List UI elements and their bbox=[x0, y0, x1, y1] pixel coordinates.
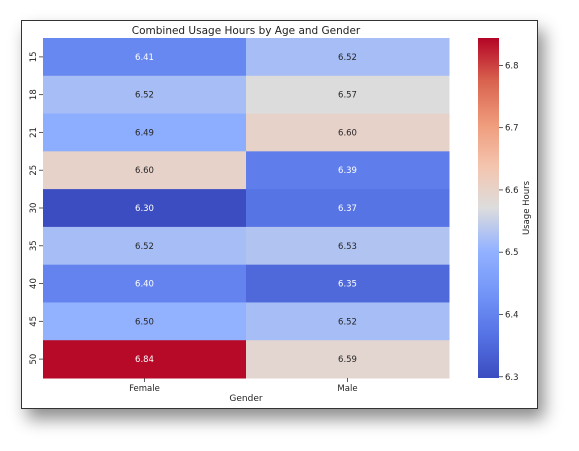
colorbar-tick-label: 6.6 bbox=[505, 186, 519, 196]
heatmap-cell bbox=[246, 302, 450, 341]
cell-value-label: 6.52 bbox=[135, 91, 154, 101]
heatmap-cell bbox=[246, 113, 450, 152]
heatmap-cell bbox=[43, 113, 247, 152]
heatmap-cell bbox=[43, 226, 247, 266]
cell-value-label: 6.37 bbox=[338, 204, 357, 214]
cell-value-label: 6.50 bbox=[135, 317, 154, 327]
heatmap-cell bbox=[43, 340, 247, 379]
colorbar-label: Usage Hours bbox=[522, 180, 532, 235]
colorbar-tick-label: 6.7 bbox=[505, 124, 519, 134]
heatmap-cell bbox=[246, 38, 450, 77]
cell-value-label: 6.30 bbox=[135, 204, 154, 214]
cell-value-label: 6.49 bbox=[135, 128, 154, 138]
heatmap-cell bbox=[43, 302, 247, 341]
colorbar-tick-label: 6.3 bbox=[505, 373, 519, 383]
cell-value-label: 6.40 bbox=[135, 280, 154, 290]
colorbar-tick-label: 6.4 bbox=[505, 310, 519, 320]
heatmap-cell bbox=[246, 189, 450, 228]
x-tick-label: Male bbox=[337, 384, 357, 394]
heatmap-cell bbox=[43, 264, 247, 303]
heatmap-cell bbox=[43, 151, 247, 190]
chart-frame: Combined Usage Hours by Age and Gender 6… bbox=[21, 20, 538, 409]
y-tick-label: 50 bbox=[29, 354, 39, 365]
cell-value-label: 6.52 bbox=[338, 53, 357, 63]
cell-value-label: 6.60 bbox=[135, 166, 154, 176]
heatmap-cell bbox=[43, 189, 247, 228]
y-tick-label: 21 bbox=[29, 127, 39, 138]
cell-value-label: 6.53 bbox=[338, 242, 357, 252]
cell-value-label: 6.57 bbox=[338, 91, 357, 101]
heatmap-cell bbox=[246, 226, 450, 266]
cell-value-label: 6.60 bbox=[338, 128, 357, 138]
cell-value-label: 6.41 bbox=[135, 53, 154, 63]
heatmap-cell bbox=[43, 75, 247, 115]
cell-value-label: 6.52 bbox=[135, 242, 154, 252]
y-tick-label: 40 bbox=[29, 278, 39, 289]
heatmap-cell bbox=[246, 264, 450, 303]
cell-value-label: 6.39 bbox=[338, 166, 357, 176]
y-tick-label: 25 bbox=[29, 165, 39, 176]
cell-value-label: 6.59 bbox=[338, 355, 357, 365]
y-tick-label: 15 bbox=[29, 51, 39, 62]
y-tick-label: 35 bbox=[29, 240, 39, 251]
heatmap-cell bbox=[246, 151, 450, 190]
y-tick-label: 45 bbox=[29, 316, 39, 327]
x-axis-label: Gender bbox=[229, 394, 262, 404]
cell-value-label: 6.52 bbox=[338, 317, 357, 327]
chart-title: Combined Usage Hours by Age and Gender bbox=[132, 25, 361, 37]
colorbar-tick-label: 6.5 bbox=[505, 248, 519, 258]
colorbar bbox=[478, 38, 499, 378]
heatmap-chart: Combined Usage Hours by Age and Gender 6… bbox=[29, 25, 532, 404]
cell-value-label: 6.84 bbox=[135, 355, 154, 365]
heatmap-cell bbox=[43, 38, 247, 77]
y-tick-label: 30 bbox=[29, 203, 39, 214]
x-tick-label: Female bbox=[129, 384, 160, 394]
colorbar-tick-label: 6.8 bbox=[505, 61, 519, 71]
heatmap-cell bbox=[246, 340, 450, 379]
cell-value-label: 6.35 bbox=[338, 280, 357, 290]
heatmap-cell bbox=[246, 75, 450, 115]
y-tick-label: 18 bbox=[29, 89, 39, 100]
